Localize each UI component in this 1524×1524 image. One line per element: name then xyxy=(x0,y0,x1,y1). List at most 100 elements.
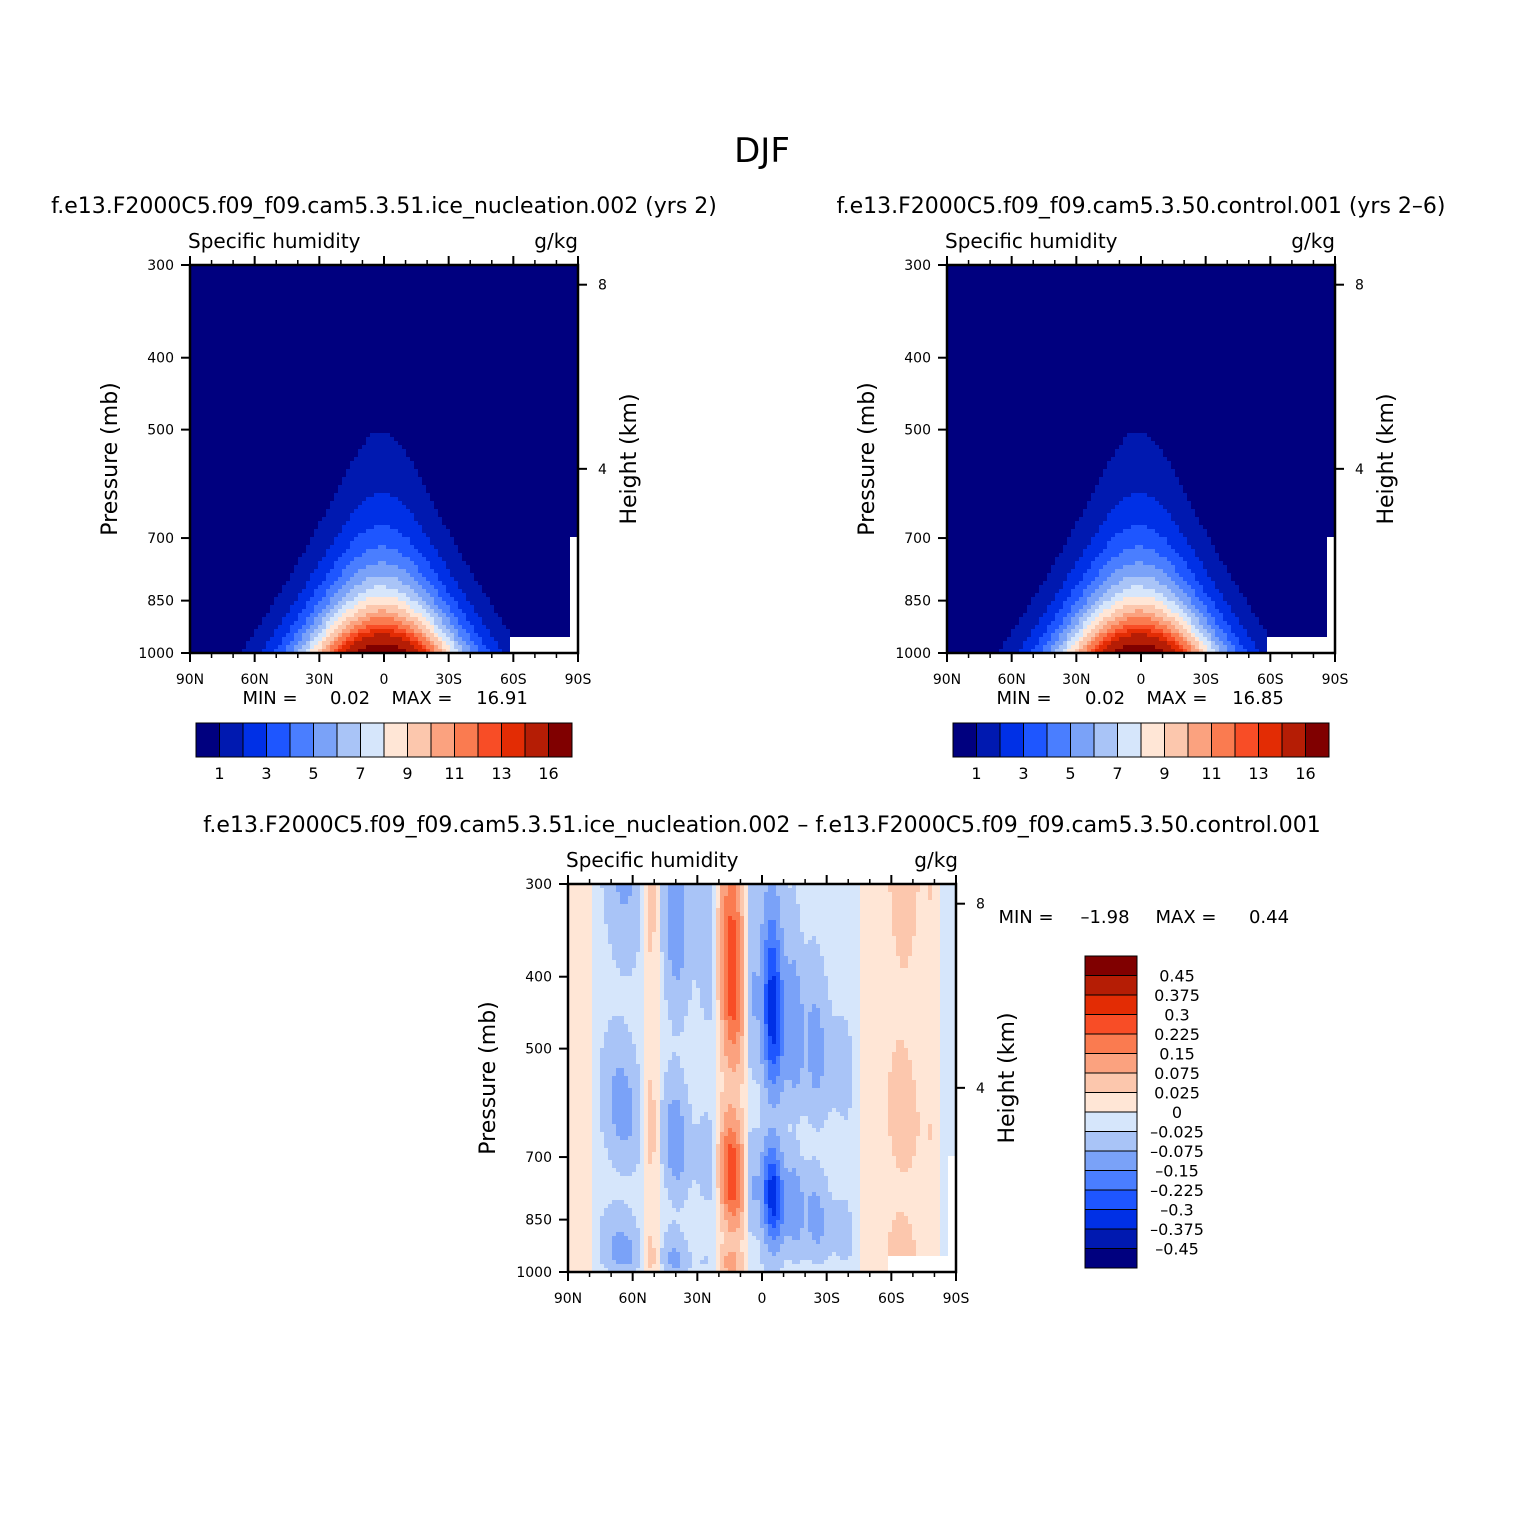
contour-cell xyxy=(648,1248,657,1253)
contour-cell xyxy=(592,1080,601,1085)
contour-cell xyxy=(1091,593,1104,598)
contour-cell xyxy=(736,1148,741,1153)
contour-cell xyxy=(764,896,781,901)
contour-cell xyxy=(947,549,1064,554)
y-tick-label: 300 xyxy=(904,258,931,274)
y2-tick-label: 8 xyxy=(1355,278,1364,294)
contour-cell xyxy=(716,1240,725,1245)
contour-cell xyxy=(342,529,367,534)
contour-cell xyxy=(764,1008,769,1013)
contour-cell xyxy=(1035,625,1048,630)
contour-cell xyxy=(720,1220,729,1225)
contour-cell xyxy=(716,1176,721,1181)
contour-cell xyxy=(940,1196,949,1201)
contour-cell xyxy=(860,1072,889,1077)
contour-cell xyxy=(740,920,745,925)
contour-cell xyxy=(808,1036,825,1041)
panel-units: g/kg xyxy=(534,229,578,253)
contour-cell xyxy=(616,1128,633,1133)
contour-cell xyxy=(644,972,661,977)
contour-cell xyxy=(1119,553,1160,558)
contour-cell xyxy=(764,1040,769,1045)
contour-cell xyxy=(764,1068,769,1073)
contour-cell xyxy=(720,908,725,913)
contour-cell xyxy=(744,948,749,953)
contour-cell xyxy=(824,1068,853,1073)
contour-cell xyxy=(764,920,769,925)
contour-cell xyxy=(680,1264,693,1269)
contour-cell xyxy=(640,928,645,933)
contour-cell xyxy=(784,932,805,937)
contour-cell xyxy=(780,968,797,973)
contour-cell xyxy=(668,952,685,957)
contour-cell xyxy=(860,972,941,977)
contour-cell xyxy=(1127,617,1152,622)
contour-cell xyxy=(860,944,897,949)
contour-cell xyxy=(1159,553,1180,558)
contour-cell xyxy=(768,1072,781,1077)
contour-cell xyxy=(636,964,645,969)
colorbar-label: 0.025 xyxy=(1154,1084,1200,1103)
contour-cell xyxy=(748,1028,761,1033)
contour-cell xyxy=(776,1152,785,1157)
contour-cell xyxy=(410,573,423,578)
contour-cell xyxy=(752,996,765,1001)
contour-cell xyxy=(724,1124,741,1129)
contour-cell xyxy=(648,920,657,925)
contour-cell xyxy=(716,1036,721,1041)
contour-cell xyxy=(1167,457,1335,462)
contour-cell xyxy=(570,557,578,562)
contour-cell xyxy=(916,1100,941,1105)
colorbar-swatch xyxy=(1164,722,1189,758)
contour-cell xyxy=(322,609,331,614)
contour-cell xyxy=(780,1040,785,1045)
contour-cell xyxy=(888,1236,913,1241)
contour-cell xyxy=(732,916,741,921)
contour-cell xyxy=(948,1244,956,1249)
contour-cell xyxy=(732,1040,737,1045)
contour-cell xyxy=(680,1108,693,1113)
contour-cell xyxy=(716,1244,721,1249)
contour-cell xyxy=(190,649,243,653)
contour-cell xyxy=(294,601,307,606)
contour-cell xyxy=(570,633,578,638)
contour-cell xyxy=(804,1040,809,1045)
contour-cell xyxy=(940,1028,956,1033)
contour-cell xyxy=(740,1140,745,1145)
contour-cell xyxy=(1167,541,1188,546)
contour-cell xyxy=(644,1152,649,1157)
contour-cell xyxy=(1055,649,1064,653)
contour-cell xyxy=(422,553,439,558)
contour-cell xyxy=(720,1200,725,1205)
contour-cell xyxy=(692,1112,705,1117)
contour-cell xyxy=(190,501,331,506)
contour-cell xyxy=(768,1216,781,1221)
contour-cell xyxy=(1035,645,1044,650)
contour-cell xyxy=(1103,521,1176,526)
contour-cell xyxy=(940,1200,949,1205)
contour-cell xyxy=(947,401,1335,406)
contour-cell xyxy=(592,1052,601,1057)
contour-cell xyxy=(784,1184,801,1189)
contour-cell xyxy=(190,365,578,370)
contour-cell xyxy=(748,948,761,953)
contour-cell xyxy=(402,501,435,506)
contour-cell xyxy=(458,581,479,586)
contour-cell xyxy=(266,645,279,650)
contour-cell xyxy=(860,1004,941,1009)
contour-cell xyxy=(724,1028,729,1033)
contour-cell xyxy=(1195,553,1220,558)
contour-cell xyxy=(644,1084,649,1089)
contour-cell xyxy=(190,269,578,274)
contour-cell xyxy=(664,960,673,965)
contour-cell xyxy=(644,1172,661,1177)
contour-cell xyxy=(724,1204,729,1209)
contour-cell xyxy=(640,1116,645,1121)
contour-cell xyxy=(190,513,327,518)
contour-cell xyxy=(1175,625,1184,630)
contour-cell xyxy=(652,948,661,953)
contour-cell xyxy=(1167,613,1180,618)
contour-cell xyxy=(800,984,829,989)
contour-cell xyxy=(1095,649,1104,653)
contour-cell xyxy=(644,1192,661,1197)
